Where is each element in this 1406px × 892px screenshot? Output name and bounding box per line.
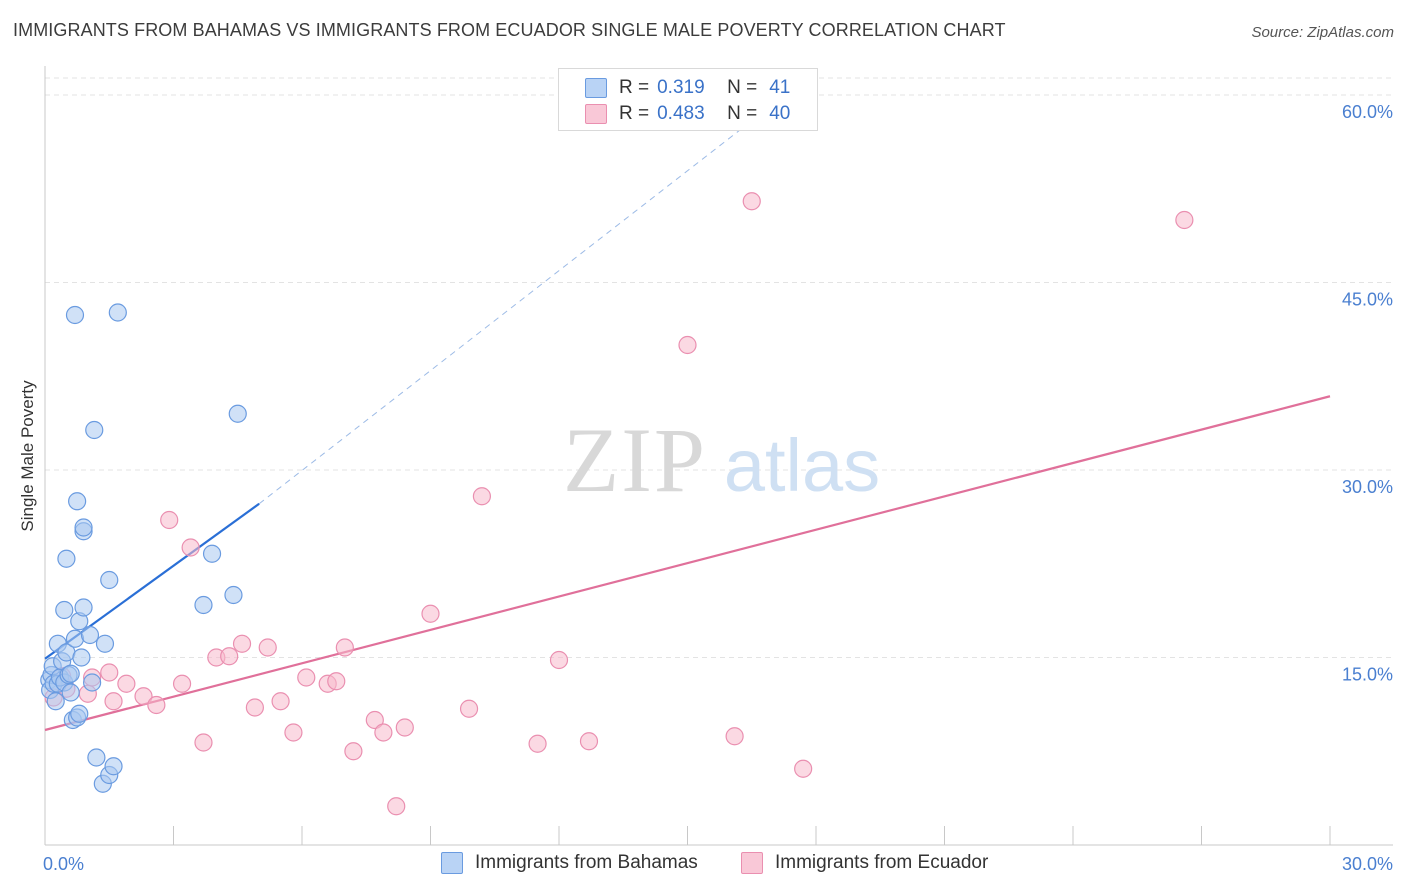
y-tick-label: 45.0% (1342, 290, 1393, 310)
point-bahamas (55, 600, 74, 620)
y-tick-labels: 15.0% 30.0% 45.0% 60.0% (1342, 102, 1393, 685)
point-bahamas (194, 595, 213, 615)
point-ecuador (160, 510, 179, 530)
point-ecuador (271, 692, 290, 711)
legend-swatch-ecuador (585, 104, 607, 124)
point-ecuador (549, 650, 569, 670)
legend-row-bahamas: R = 0.319 N = 41 (585, 76, 790, 100)
point-ecuador (374, 723, 393, 742)
point-bahamas (74, 518, 93, 537)
point-ecuador (472, 487, 491, 506)
point-bahamas (108, 303, 127, 322)
point-bahamas (83, 673, 102, 692)
legend-n-label: N = (727, 77, 758, 98)
point-ecuador (344, 742, 363, 761)
point-ecuador (181, 538, 200, 557)
point-bahamas (46, 692, 65, 711)
legend-r-value-bahamas: 0.319 (657, 77, 705, 98)
legend-r-label: R = (619, 103, 650, 124)
point-ecuador (528, 734, 547, 753)
point-ecuador (245, 698, 264, 717)
point-ecuador (134, 687, 153, 706)
point-bahamas (61, 683, 80, 702)
legend-n-value-ecuador: 40 (769, 103, 791, 124)
point-ecuador (297, 668, 316, 687)
legend-r-label: R = (619, 77, 650, 98)
legend-n-label: N = (727, 103, 758, 124)
point-bahamas (85, 420, 104, 440)
legend-r-value-ecuador: 0.483 (657, 103, 705, 124)
axes (44, 66, 1393, 846)
point-bahamas (202, 544, 222, 563)
point-ecuador (100, 663, 119, 682)
trend-line-ecuador (44, 395, 1331, 732)
y-tick-label: 30.0% (1342, 477, 1393, 497)
point-ecuador (104, 692, 123, 711)
point-bahamas (87, 748, 106, 767)
point-ecuador (172, 674, 192, 693)
point-ecuador (258, 638, 277, 657)
watermark-atlas: atlas (724, 424, 880, 507)
legend-swatch-bahamas (585, 78, 607, 98)
point-bahamas (57, 549, 76, 568)
point-ecuador (284, 723, 303, 742)
point-ecuador (387, 797, 406, 816)
trend-line-bahamas-extension (258, 107, 770, 505)
x-tick-label-max: 30.0% (1342, 854, 1393, 874)
point-ecuador (459, 699, 479, 718)
point-bahamas (65, 305, 85, 325)
grid-lines (45, 77, 1393, 658)
point-bahamas (224, 585, 243, 605)
point-ecuador (147, 695, 166, 715)
point-ecuador (365, 710, 384, 730)
legend-item-ecuador: Immigrants from Ecuador (741, 852, 988, 874)
point-ecuador (742, 192, 761, 211)
point-bahamas (70, 704, 89, 723)
point-bahamas (228, 404, 247, 423)
legend-row-ecuador: R = 0.483 N = 40 (585, 102, 790, 126)
point-ecuador (1175, 210, 1194, 230)
legend-item-bahamas: Immigrants from Bahamas (441, 852, 698, 874)
legend-label-bahamas: Immigrants from Bahamas (475, 852, 698, 873)
legend-swatch-ecuador (741, 852, 763, 874)
y-tick-label: 60.0% (1342, 102, 1393, 122)
point-ecuador (232, 634, 252, 653)
y-axis-label: Single Male Poverty (18, 380, 37, 532)
point-ecuador (395, 718, 414, 737)
point-bahamas (104, 757, 123, 776)
point-bahamas (65, 629, 85, 648)
point-ecuador (725, 727, 744, 746)
point-bahamas (72, 648, 91, 667)
y-tick-label: 15.0% (1342, 665, 1393, 685)
point-bahamas (74, 598, 93, 617)
point-bahamas (61, 664, 80, 683)
legend-label-ecuador: Immigrants from Ecuador (775, 852, 989, 873)
point-ecuador (327, 672, 346, 691)
data-points (40, 192, 1194, 816)
point-ecuador (194, 733, 213, 752)
x-tick-labels: 0.0% 30.0% (43, 854, 1393, 874)
legend-n-value-bahamas: 41 (769, 77, 791, 98)
watermark: ZIP atlas (563, 409, 880, 511)
chart-title: IMMIGRANTS FROM BAHAMAS VS IMMIGRANTS FR… (13, 20, 1006, 40)
point-ecuador (421, 604, 440, 623)
point-bahamas (80, 625, 100, 645)
point-ecuador (678, 335, 697, 355)
series-legend: Immigrants from Bahamas Immigrants from … (0, 852, 1406, 878)
point-bahamas (68, 492, 87, 511)
point-ecuador (117, 674, 136, 693)
point-bahamas (100, 570, 119, 590)
correlation-legend: R = 0.319 N = 41 R = 0.483 N = 40 (558, 68, 818, 131)
legend-swatch-bahamas (441, 852, 463, 874)
point-ecuador (579, 732, 599, 751)
point-bahamas (95, 634, 115, 653)
point-ecuador (335, 638, 354, 657)
watermark-zip: ZIP (563, 409, 707, 511)
point-ecuador (794, 759, 813, 778)
source-label: Source: ZipAtlas.com (1251, 24, 1394, 41)
x-tick-label-min: 0.0% (43, 854, 84, 874)
point-ecuador (220, 647, 239, 666)
